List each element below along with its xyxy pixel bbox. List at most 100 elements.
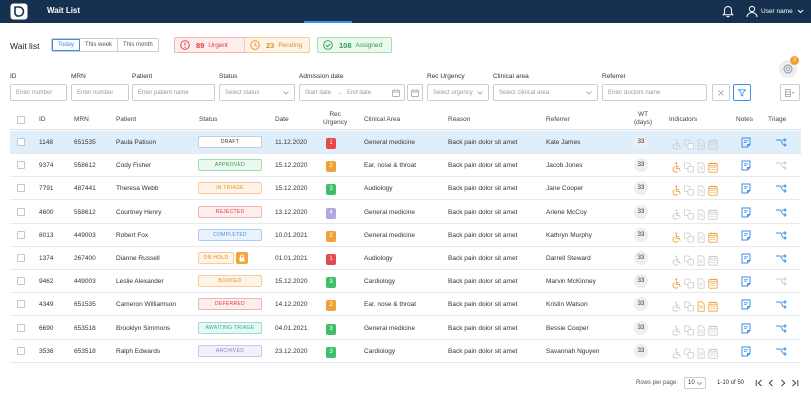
triage-icon[interactable] [775, 346, 787, 356]
row-checkbox[interactable] [17, 277, 25, 286]
calendar-icon[interactable] [708, 323, 718, 336]
calendar-icon[interactable] [708, 346, 718, 359]
translate-icon[interactable] [684, 160, 694, 173]
clear-filters-button[interactable] [712, 84, 730, 101]
note-icon[interactable] [741, 183, 751, 194]
triage-icon[interactable] [775, 184, 787, 194]
referrer-input[interactable]: Enter doctors name [602, 84, 707, 101]
note-icon[interactable] [741, 346, 751, 357]
row-checkbox[interactable] [17, 161, 25, 170]
row-patient[interactable]: Paula Patison [116, 139, 157, 146]
end-date-placeholder[interactable]: End date [347, 89, 372, 96]
document-icon[interactable] [696, 299, 706, 312]
wheelchair-icon[interactable] [672, 230, 682, 243]
patient-input[interactable]: Enter patient name [132, 84, 215, 101]
wheelchair-icon[interactable] [672, 253, 682, 266]
prev-page-icon[interactable] [767, 379, 775, 387]
document-icon[interactable] [696, 137, 706, 150]
period-month-button[interactable]: This month [118, 39, 158, 51]
last-page-icon[interactable] [791, 379, 799, 387]
col-wt-days[interactable]: WT (days) [634, 111, 652, 127]
note-icon[interactable] [741, 207, 751, 218]
wheelchair-icon[interactable] [672, 346, 682, 359]
translate-icon[interactable] [684, 137, 694, 150]
table-row[interactable]: 4349 651535 Cameron Williamson DEFERRED 14.1… [10, 293, 801, 317]
next-page-icon[interactable] [779, 379, 787, 387]
translate-icon[interactable] [684, 230, 694, 243]
row-checkbox[interactable] [17, 138, 25, 146]
row-patient[interactable]: Cody Fisher [116, 162, 152, 170]
document-icon[interactable] [696, 253, 706, 266]
translate-icon[interactable] [684, 346, 694, 359]
calendar-icon[interactable] [708, 276, 718, 289]
apply-filter-button[interactable] [733, 84, 751, 101]
row-patient[interactable]: Brooklyn Simmons [116, 324, 171, 332]
translate-icon[interactable] [684, 299, 694, 312]
app-logo-icon[interactable] [10, 3, 28, 20]
note-icon[interactable] [741, 323, 751, 334]
row-patient[interactable]: Theresa Webb [116, 185, 159, 193]
row-patient[interactable]: Robert Fox [116, 231, 149, 239]
status-select[interactable]: Select status [219, 84, 295, 101]
wheelchair-icon[interactable] [672, 299, 682, 313]
note-icon[interactable] [741, 137, 751, 148]
chevron-down-icon[interactable] [797, 9, 804, 14]
note-icon[interactable] [741, 253, 751, 264]
table-row[interactable]: 7791 487441 Theresa Webb IN TRIAGE 15.12.202… [10, 177, 801, 201]
row-patient[interactable]: Dianne Russell [116, 255, 160, 262]
row-checkbox[interactable] [17, 230, 25, 239]
document-icon[interactable] [696, 183, 706, 196]
wheelchair-icon[interactable] [672, 160, 682, 173]
wheelchair-icon[interactable] [672, 276, 682, 289]
wheelchair-icon[interactable] [672, 183, 682, 197]
row-patient[interactable]: Cameron Williamson [116, 301, 176, 309]
col-clinical-area[interactable]: Clinical Area [364, 116, 401, 123]
user-name[interactable]: User name [761, 8, 793, 15]
triage-icon[interactable] [775, 323, 787, 333]
calendar-icon[interactable] [708, 230, 718, 243]
bell-icon[interactable] [722, 5, 734, 18]
urgency-select[interactable]: Select urgency [427, 84, 489, 101]
triage-icon[interactable] [775, 277, 787, 287]
wheelchair-icon[interactable] [672, 207, 682, 220]
col-reason[interactable]: Reason [448, 116, 471, 123]
lock-icon[interactable] [236, 252, 248, 264]
row-checkbox[interactable] [17, 207, 25, 216]
row-patient[interactable]: Ralph Edwards [116, 347, 161, 355]
admission-date-range[interactable]: Start date → End date [299, 84, 405, 101]
document-icon[interactable] [696, 230, 706, 243]
row-checkbox[interactable] [17, 323, 25, 332]
translate-icon[interactable] [684, 183, 694, 196]
translate-icon[interactable] [684, 276, 694, 289]
translate-icon[interactable] [684, 323, 694, 335]
triage-icon[interactable] [775, 300, 787, 310]
document-icon[interactable] [696, 276, 706, 289]
row-checkbox[interactable] [17, 300, 25, 309]
table-row[interactable]: 9462 449003 Leslie Alexander BOOKED 15.12.20… [10, 270, 801, 294]
col-rec-urgency[interactable]: Rec Urgency [323, 111, 347, 127]
document-icon[interactable] [696, 207, 706, 220]
translate-icon[interactable] [684, 253, 694, 266]
document-icon[interactable] [696, 160, 706, 173]
clinical-area-select[interactable]: Select clinical area [493, 84, 598, 101]
start-date-placeholder[interactable]: Start date [305, 89, 332, 96]
calendar-icon[interactable] [708, 183, 718, 197]
note-icon[interactable] [741, 160, 751, 171]
table-row[interactable]: 4600 558612 Courtney Henry REJECTED 13.12.20… [10, 201, 801, 224]
row-checkbox[interactable] [17, 254, 25, 262]
wheelchair-icon[interactable] [672, 323, 682, 336]
assigned-stat-chip[interactable]: 108 Assigned [317, 37, 392, 53]
calendar-icon[interactable] [708, 253, 718, 266]
mrn-input[interactable]: Enter number [71, 84, 129, 101]
pending-stat-chip[interactable]: 23 Pending [244, 37, 310, 53]
id-input[interactable]: Enter number [10, 84, 67, 101]
table-row[interactable]: 1374 267400 Dianne Russell ON HOLD 01.01.202… [10, 247, 801, 270]
row-patient[interactable]: Courtney Henry [116, 208, 162, 216]
triage-icon[interactable] [775, 207, 787, 217]
triage-icon[interactable] [775, 230, 787, 240]
triage-icon[interactable] [775, 161, 787, 171]
calendar-icon[interactable] [392, 89, 400, 97]
triage-icon[interactable] [775, 254, 787, 263]
calendar-icon[interactable] [708, 207, 718, 220]
col-mrn[interactable]: MRN [74, 116, 89, 123]
